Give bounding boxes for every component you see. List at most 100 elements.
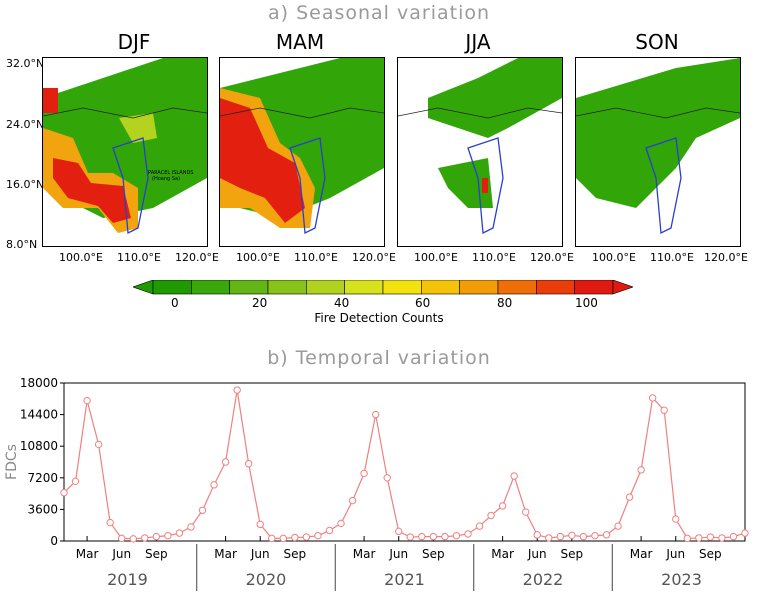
month-tick-label: Sep [422, 547, 445, 561]
data-point [314, 532, 322, 540]
data-point [383, 474, 391, 482]
colorbar-title: Fire Detection Counts [314, 311, 444, 325]
data-point [545, 534, 553, 542]
lat-label-8: 8.0°N [6, 238, 38, 251]
season-label-mam: MAM [275, 30, 325, 54]
data-point [475, 522, 484, 530]
colorbar-segment [191, 280, 230, 295]
lat-label-32: 32.0°N [6, 57, 45, 70]
colorbar-segment [459, 280, 499, 295]
colorbar-segment [382, 280, 422, 295]
colorbar-segment [229, 280, 269, 295]
data-point [706, 533, 715, 541]
lat-label-24: 24.0°N [6, 118, 45, 131]
y-tick-label: 10800 [20, 439, 58, 453]
month-tick-label: Sep [145, 547, 168, 561]
data-point [71, 477, 80, 486]
colorbar-segment [421, 280, 460, 295]
panel-a-title: a) Seasonal variation [267, 2, 491, 24]
colorbar-tick-40: 40 [334, 296, 350, 310]
data-point [729, 532, 738, 541]
data-point [568, 531, 576, 539]
lon-label-100-djf: 100.0°E [59, 251, 103, 264]
season-label-son: SON [635, 30, 679, 54]
month-tick-label: Jun [388, 547, 408, 561]
lon-label-120-jja: 120.0°E [530, 251, 574, 264]
colorbar-segment [536, 280, 575, 295]
colorbar-tick-100: 100 [575, 296, 598, 310]
data-point [683, 534, 691, 543]
month-tick-label: Jun [111, 547, 131, 561]
data-point [452, 532, 461, 540]
y-tick-label: 3600 [27, 502, 58, 516]
data-point [637, 466, 645, 474]
colorbar-left-arrow [133, 280, 154, 295]
lat-label-16: 16.0°N [6, 178, 45, 191]
colorbar-tick-20: 20 [252, 296, 268, 310]
map-panel-mam [219, 57, 385, 247]
colorbar-segment [574, 280, 614, 295]
lon-label-110-djf: 110.0°E [117, 251, 161, 264]
data-point [648, 394, 657, 402]
data-point [83, 396, 91, 405]
map-panel-son [575, 57, 741, 247]
year-label: 2023 [661, 570, 702, 589]
colorbar-right-arrow [612, 280, 633, 295]
lon-label-100-son: 100.0°E [592, 251, 636, 264]
data-point [175, 529, 184, 537]
y-tick-label: 18000 [20, 376, 58, 390]
lon-label-100-jja: 100.0°E [414, 251, 458, 264]
month-tick-label: Jun [527, 547, 547, 561]
data-point [291, 533, 299, 542]
data-point [129, 535, 137, 543]
lon-label-120-djf: 120.0°E [175, 251, 219, 264]
data-point [510, 472, 518, 480]
colorbar-segment [497, 280, 537, 295]
lon-label-120-mam: 120.0°E [352, 251, 396, 264]
data-point [579, 532, 588, 541]
month-tick-label: Mar [76, 547, 99, 561]
y-tick-label: 7200 [27, 471, 58, 485]
data-point [325, 526, 334, 535]
islands-sub-label: (Hoang Sa) [152, 176, 180, 182]
data-point [672, 515, 680, 523]
colorbar-segment [344, 280, 384, 295]
map-panel-djf [42, 57, 208, 247]
data-point [279, 534, 288, 543]
data-point [395, 527, 403, 536]
y-tick-label: 14400 [20, 408, 58, 422]
data-point [233, 386, 241, 394]
data-point [106, 518, 114, 527]
year-label: 2022 [523, 570, 564, 589]
colorbar-tick-80: 80 [497, 296, 513, 310]
lon-label-110-jja: 110.0°E [472, 251, 516, 264]
data-point [521, 508, 530, 516]
lon-label-100-mam: 100.0°E [236, 251, 280, 264]
data-point [268, 534, 276, 543]
month-tick-label: Mar [214, 547, 237, 561]
data-point [741, 529, 749, 537]
colorbar [133, 280, 633, 295]
colorbar-tick-0: 0 [171, 296, 179, 310]
series-line [63, 389, 746, 540]
month-tick-label: Sep [284, 547, 307, 561]
year-label: 2019 [107, 570, 148, 589]
y-axis-label: FDCs [4, 444, 20, 480]
data-point [360, 469, 368, 478]
lon-label-120-son: 120.0°E [704, 251, 748, 264]
data-point [418, 532, 426, 541]
year-label: 2021 [384, 570, 425, 589]
data-point [118, 534, 126, 543]
month-tick-label: Jun [665, 547, 685, 561]
month-tick-label: Sep [561, 547, 584, 561]
month-tick-label: Sep [699, 547, 722, 561]
season-label-djf: DJF [117, 30, 151, 54]
data-point [337, 519, 345, 528]
data-point [141, 534, 149, 542]
lon-label-110-son: 110.0°E [650, 251, 694, 264]
data-point [187, 523, 195, 531]
data-point [371, 410, 380, 419]
data-point [348, 496, 357, 505]
data-point [718, 534, 726, 542]
data-point [244, 460, 253, 468]
